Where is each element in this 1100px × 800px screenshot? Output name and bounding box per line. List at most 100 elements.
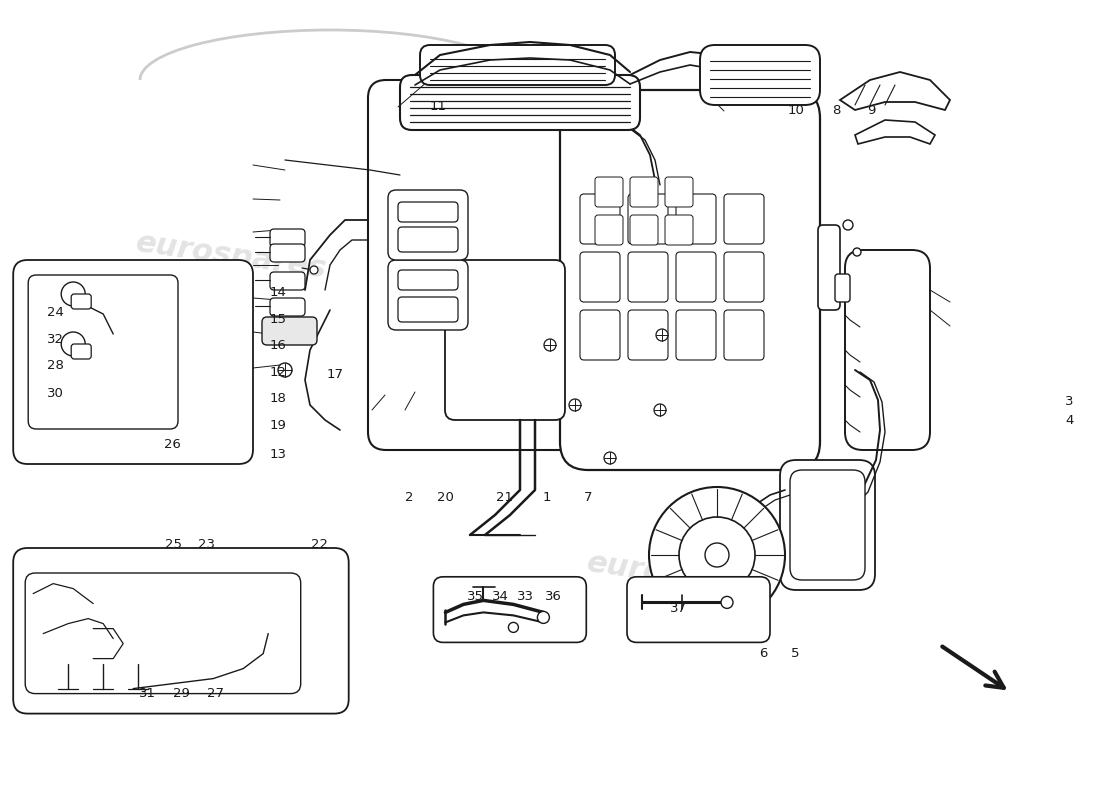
FancyBboxPatch shape — [628, 310, 668, 360]
Circle shape — [544, 339, 556, 351]
FancyBboxPatch shape — [630, 215, 658, 245]
Text: 9: 9 — [867, 104, 876, 117]
Text: 25: 25 — [165, 538, 183, 550]
Text: 35: 35 — [466, 590, 484, 602]
FancyBboxPatch shape — [270, 272, 305, 290]
Polygon shape — [855, 120, 935, 144]
Text: 31: 31 — [139, 687, 156, 700]
Text: 33: 33 — [517, 590, 535, 602]
Text: 23: 23 — [198, 538, 216, 550]
FancyBboxPatch shape — [270, 244, 305, 262]
Circle shape — [715, 620, 725, 630]
Text: 12: 12 — [270, 366, 287, 378]
Text: 22: 22 — [310, 538, 328, 550]
FancyBboxPatch shape — [818, 225, 840, 310]
FancyBboxPatch shape — [420, 45, 615, 85]
Circle shape — [843, 220, 852, 230]
Text: 6: 6 — [759, 647, 768, 660]
Circle shape — [654, 404, 666, 416]
FancyBboxPatch shape — [835, 274, 850, 302]
FancyBboxPatch shape — [724, 194, 764, 244]
FancyBboxPatch shape — [700, 45, 820, 105]
FancyBboxPatch shape — [790, 470, 865, 580]
Text: eurospares: eurospares — [133, 548, 329, 604]
Circle shape — [508, 622, 518, 632]
Circle shape — [278, 363, 292, 377]
Text: 21: 21 — [496, 491, 514, 504]
FancyBboxPatch shape — [13, 260, 253, 464]
Circle shape — [649, 487, 785, 623]
Text: 1: 1 — [542, 491, 551, 504]
FancyBboxPatch shape — [262, 317, 317, 345]
Text: 8: 8 — [832, 104, 840, 117]
FancyBboxPatch shape — [627, 577, 770, 642]
Circle shape — [569, 399, 581, 411]
FancyBboxPatch shape — [446, 260, 565, 420]
Text: 24: 24 — [46, 306, 64, 318]
Text: 10: 10 — [788, 104, 805, 117]
FancyBboxPatch shape — [724, 252, 764, 302]
Text: 4: 4 — [1065, 414, 1074, 427]
Text: 27: 27 — [207, 687, 224, 700]
Text: 14: 14 — [270, 286, 287, 298]
FancyBboxPatch shape — [666, 215, 693, 245]
Circle shape — [705, 543, 729, 567]
Text: eurospares: eurospares — [584, 548, 780, 604]
FancyBboxPatch shape — [270, 298, 305, 316]
Polygon shape — [840, 72, 950, 110]
FancyBboxPatch shape — [25, 573, 300, 694]
FancyBboxPatch shape — [400, 75, 640, 130]
FancyBboxPatch shape — [676, 310, 716, 360]
Text: 34: 34 — [492, 590, 509, 602]
FancyBboxPatch shape — [29, 275, 178, 429]
Text: eurospares: eurospares — [133, 228, 329, 284]
FancyBboxPatch shape — [628, 194, 668, 244]
Text: 5: 5 — [791, 647, 800, 660]
Text: 18: 18 — [270, 392, 287, 405]
FancyBboxPatch shape — [13, 548, 349, 714]
FancyBboxPatch shape — [398, 297, 458, 322]
FancyBboxPatch shape — [676, 194, 716, 244]
FancyBboxPatch shape — [580, 310, 620, 360]
FancyBboxPatch shape — [72, 294, 91, 309]
Circle shape — [720, 596, 733, 608]
Text: 26: 26 — [164, 438, 182, 451]
FancyBboxPatch shape — [433, 577, 586, 642]
Circle shape — [538, 611, 549, 623]
Text: 7: 7 — [584, 491, 593, 504]
Circle shape — [604, 452, 616, 464]
Circle shape — [62, 332, 85, 356]
FancyBboxPatch shape — [628, 252, 668, 302]
Text: 16: 16 — [270, 339, 287, 352]
FancyBboxPatch shape — [780, 460, 874, 590]
FancyBboxPatch shape — [724, 310, 764, 360]
Circle shape — [679, 517, 755, 593]
FancyBboxPatch shape — [845, 250, 930, 450]
Text: 17: 17 — [327, 368, 344, 381]
Text: 20: 20 — [437, 491, 454, 504]
FancyBboxPatch shape — [595, 215, 623, 245]
Text: 28: 28 — [46, 359, 64, 372]
FancyBboxPatch shape — [270, 229, 305, 247]
Text: 15: 15 — [270, 313, 287, 326]
Text: 29: 29 — [173, 687, 190, 700]
FancyBboxPatch shape — [580, 194, 620, 244]
Text: 30: 30 — [46, 387, 64, 400]
FancyBboxPatch shape — [560, 90, 820, 470]
Text: 36: 36 — [544, 590, 562, 602]
FancyBboxPatch shape — [595, 177, 623, 207]
FancyBboxPatch shape — [580, 252, 620, 302]
FancyBboxPatch shape — [398, 227, 458, 252]
Text: 37: 37 — [670, 602, 688, 614]
Text: 2: 2 — [405, 491, 414, 504]
Text: 19: 19 — [270, 419, 287, 432]
Circle shape — [310, 266, 318, 274]
Text: eurospares: eurospares — [562, 228, 758, 284]
Text: 11: 11 — [429, 100, 447, 113]
Text: 13: 13 — [270, 448, 287, 461]
Circle shape — [852, 248, 861, 256]
FancyBboxPatch shape — [676, 252, 716, 302]
Text: 32: 32 — [46, 333, 64, 346]
FancyBboxPatch shape — [398, 202, 458, 222]
Circle shape — [62, 282, 85, 306]
